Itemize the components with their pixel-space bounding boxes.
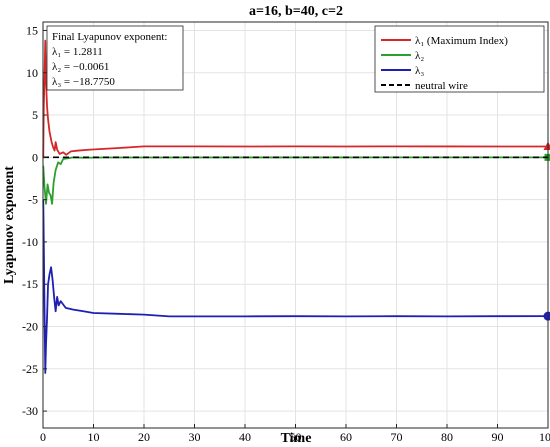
x-tick-label: 0 — [40, 430, 46, 444]
x-axis-label: Time — [281, 431, 312, 446]
y-tick-label: -15 — [22, 277, 38, 291]
x-tick-label: 90 — [492, 430, 504, 444]
y-tick-label: -20 — [22, 320, 38, 334]
y-axis-label: Lyapunov exponent — [2, 166, 17, 284]
x-tick-label: 70 — [391, 430, 403, 444]
x-tick-label: 50 — [290, 430, 302, 444]
series-line-2 — [42, 156, 548, 205]
x-tick-label: 60 — [340, 430, 352, 444]
x-tick-label: 40 — [239, 430, 251, 444]
legend-frame — [374, 25, 545, 93]
series-lines — [42, 39, 550, 374]
axis-ticks: 0102030405060708090100151050-5-10-15-20-… — [22, 23, 550, 444]
y-tick-label: 5 — [32, 108, 38, 122]
annotation-frame — [46, 25, 184, 91]
legend-label-neutral-wire: neutral wire — [415, 80, 468, 92]
x-tick-label: 80 — [441, 430, 453, 444]
y-tick-label: 15 — [26, 23, 38, 37]
annotation-line-2: λ₂ = −0.0061 — [52, 61, 109, 73]
y-tick-label: -30 — [22, 404, 38, 418]
y-tick-label: 10 — [26, 66, 38, 80]
y-tick-label: -25 — [22, 362, 38, 376]
series-line-1 — [42, 39, 549, 158]
annotation-box: Final Lyapunov exponent: λ₁ = 1.2811 λ₂ … — [46, 25, 184, 91]
series-line-3 — [42, 199, 549, 374]
y-tick-label: 0 — [32, 150, 38, 164]
annotation-line-3: λ₃ = −18.7750 — [52, 76, 115, 88]
y-tick-label: -5 — [28, 193, 38, 207]
annotation-title: Final Lyapunov exponent: — [52, 31, 167, 43]
legend-label-lambda1: λ₁ (Maximum Index) — [415, 35, 508, 47]
x-tick-label: 20 — [138, 430, 150, 444]
legend-label-lambda2: λ₂ — [415, 50, 424, 62]
y-tick-label: -10 — [22, 235, 38, 249]
legend: λ₁ (Maximum Index) λ₂ λ₃ neutral wire — [374, 25, 545, 93]
legend-label-lambda3: λ₃ — [415, 65, 424, 77]
x-tick-label: 10 — [88, 430, 100, 444]
annotation-line-1: λ₁ = 1.2811 — [52, 46, 103, 58]
x-tick-label: 100 — [539, 430, 550, 444]
x-tick-label: 30 — [189, 430, 201, 444]
chart-title: a=16, b=40, c=2 — [249, 4, 343, 19]
